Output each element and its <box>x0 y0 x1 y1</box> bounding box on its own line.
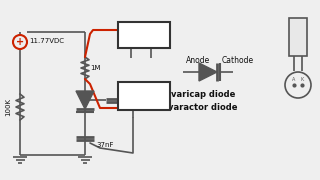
Text: Cathode: Cathode <box>222 55 254 64</box>
Text: 11.77VDC: 11.77VDC <box>29 38 64 44</box>
Text: 100K: 100K <box>5 98 11 116</box>
Text: K: K <box>300 76 304 82</box>
Text: Volt Meter: Volt Meter <box>123 30 165 39</box>
Text: 37nF: 37nF <box>96 142 114 148</box>
Text: 1M: 1M <box>90 65 100 71</box>
Text: Anode: Anode <box>186 55 210 64</box>
Polygon shape <box>199 63 217 81</box>
Text: varicap diode
varactor diode: varicap diode varactor diode <box>168 90 238 111</box>
Text: +: + <box>16 37 24 47</box>
FancyBboxPatch shape <box>118 82 170 110</box>
FancyBboxPatch shape <box>289 18 307 56</box>
Polygon shape <box>76 91 94 109</box>
FancyBboxPatch shape <box>118 22 170 48</box>
Text: Capacitor
Meter: Capacitor Meter <box>124 86 164 106</box>
Text: A: A <box>292 76 296 82</box>
Text: 39pF: 39pF <box>126 97 143 103</box>
